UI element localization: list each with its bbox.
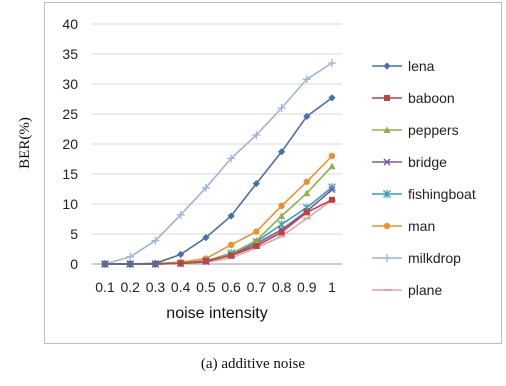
data-point-bridge: [328, 186, 336, 194]
data-point-man: [303, 178, 310, 185]
series-plane: [101, 199, 336, 265]
legend-marker: [383, 190, 391, 198]
grid-lines: [92, 23, 342, 235]
x-tick-label: 0.5: [196, 279, 216, 295]
legend-marker: [383, 222, 391, 230]
x-tick-label: 0.6: [221, 279, 241, 295]
series-line-milkdrop: [104, 62, 333, 265]
legend-marker: [384, 95, 390, 101]
legend-item-fishingboat: fishingboat: [372, 186, 476, 202]
y-tick-label: 35: [62, 46, 78, 62]
series-milkdrop: [101, 59, 336, 268]
legend-label: peppers: [408, 122, 459, 138]
legend-marker: [383, 126, 391, 133]
legend-label: milkdrop: [408, 250, 461, 266]
y-tick-label: 5: [70, 226, 78, 242]
data-point-lena: [303, 112, 311, 120]
data-point-man: [278, 202, 285, 209]
series-line-lena: [105, 97, 333, 265]
y-tick-label: 30: [62, 76, 78, 92]
data-point-man: [227, 241, 235, 248]
x-tick-label: 0.7: [247, 279, 267, 295]
data-point-man: [253, 228, 260, 235]
legend-marker: [383, 62, 391, 70]
data-point-milkdrop: [302, 75, 311, 84]
data-point-milkdrop: [227, 154, 236, 163]
data-point-peppers: [328, 162, 336, 170]
x-tick-label: 0.1: [95, 279, 115, 295]
legend-label: plane: [408, 282, 442, 298]
data-point-milkdrop: [328, 59, 336, 67]
y-tick-label: 10: [62, 196, 78, 212]
data-point-baboon: [303, 209, 310, 216]
line-chart: 0 5 10 15 20 25 30 35 40 0.1 0.2 0.3 0.4 0.5 0.6 0.7 0.8…: [17, 16, 476, 322]
legend-item-milkdrop: milkdrop: [372, 250, 461, 266]
data-point-lena: [202, 234, 210, 242]
x-axis-label: noise intensity: [166, 305, 267, 322]
data-point-lena: [277, 148, 286, 156]
series-line-peppers: [105, 165, 333, 265]
data-point-lena: [177, 250, 185, 258]
data-point-baboon: [278, 229, 285, 236]
legend-marker: [383, 254, 391, 262]
data-point-milkdrop: [277, 104, 286, 112]
data-point-baboon: [329, 196, 335, 203]
legend-item-bridge: bridge: [372, 154, 447, 170]
data-point-baboon: [202, 258, 209, 264]
x-tick-label: 1: [328, 279, 336, 295]
data-point-lena: [227, 212, 235, 220]
y-tick-label: 20: [62, 136, 78, 152]
y-tick-label: 15: [62, 166, 78, 182]
x-tick-label: 0.8: [272, 279, 292, 295]
axes: 0 5 10 15 20 25 30 35 40 0.1 0.2 0.3 0.4 0.5 0.6 0.7 0.8…: [62, 16, 342, 295]
series-line-baboon: [105, 199, 333, 265]
series-line-plane: [105, 199, 333, 265]
data-point-peppers: [277, 212, 286, 219]
data-point-baboon: [177, 260, 184, 267]
series-lena: [101, 94, 336, 268]
legend-item-man: man: [372, 218, 435, 234]
x-tick-label: 0.3: [146, 279, 166, 295]
legend-label: baboon: [408, 90, 455, 106]
legend-label: fishingboat: [408, 186, 476, 202]
legend-label: bridge: [408, 154, 447, 170]
legend-marker: [383, 158, 391, 166]
data-point-milkdrop: [126, 252, 135, 261]
y-tick-label: 40: [62, 16, 78, 32]
data-point-milkdrop: [201, 183, 210, 192]
y-tick-label: 0: [70, 256, 78, 272]
legend-item-plane: plane: [372, 282, 442, 298]
data-point-lena: [328, 94, 336, 102]
data-point-milkdrop: [252, 131, 261, 139]
data-point-lena: [126, 260, 134, 268]
data-point-peppers: [303, 189, 311, 197]
figure-caption: (a) additive noise: [200, 356, 306, 372]
data-point-baboon: [228, 252, 235, 259]
x-tick-label: 0.9: [297, 279, 317, 295]
legend-label: lena: [408, 58, 435, 74]
x-tick-label: 0.4: [171, 279, 191, 295]
data-point-baboon: [253, 243, 260, 249]
x-tick-label: 0.2: [120, 279, 140, 295]
legend-item-peppers: peppers: [372, 122, 459, 138]
legend-label: man: [408, 218, 435, 234]
data-point-milkdrop: [176, 210, 185, 219]
chart-frame: [44, 2, 502, 344]
data-point-lena: [101, 260, 109, 268]
legend-item-baboon: baboon: [372, 90, 455, 106]
y-tick-label: 25: [62, 106, 78, 122]
data-point-man: [328, 152, 336, 160]
data-point-peppers: [252, 237, 260, 244]
legend-item-lena: lena: [372, 58, 435, 74]
series-fishingboat: [101, 183, 336, 268]
legend: lena baboon peppers bridge fishingboat man mil…: [372, 58, 476, 298]
data-point-lena: [151, 259, 160, 267]
data-point-milkdrop: [151, 236, 160, 245]
series-man: [101, 152, 336, 268]
data-point-lena: [252, 180, 260, 188]
series-lines: [101, 59, 336, 268]
y-axis-label: BER(%): [17, 117, 33, 169]
